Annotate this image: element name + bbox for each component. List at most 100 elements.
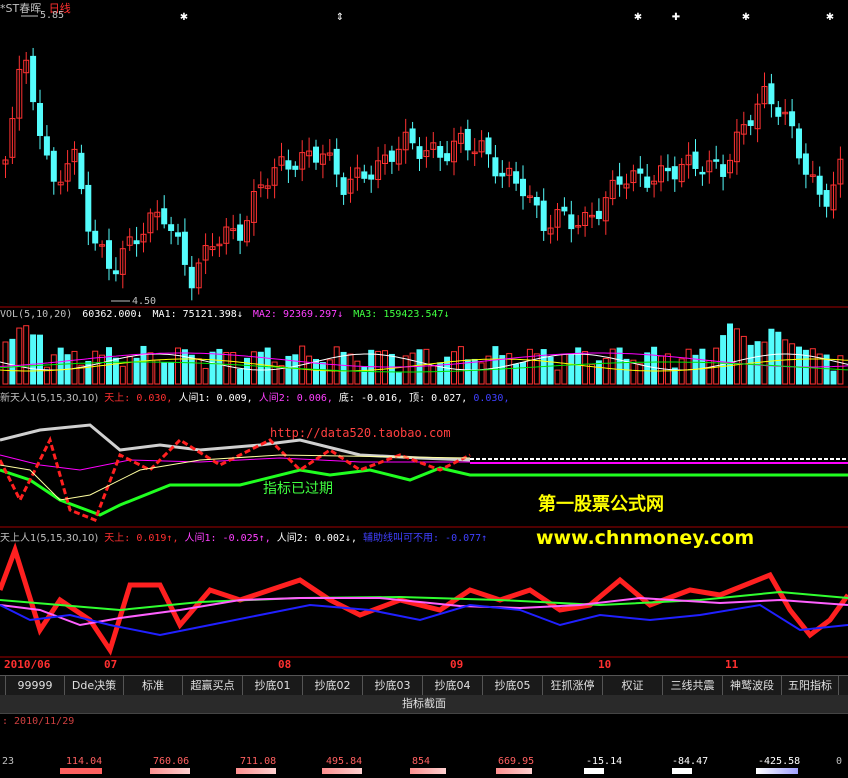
- candle-body: [630, 170, 637, 184]
- candle-body: [692, 151, 699, 169]
- tab-spacer: [0, 676, 6, 695]
- candle-body: [775, 107, 782, 117]
- bottom-value-0: 23: [2, 756, 15, 767]
- volume-bar: [768, 328, 775, 385]
- volume-bar: [106, 347, 112, 385]
- ind1-tianshang: 天上: 0.030,: [104, 393, 173, 404]
- candle-body: [830, 184, 837, 211]
- volume-bar: [9, 338, 16, 385]
- volume-bar: [706, 360, 713, 385]
- volume-bar: [451, 351, 457, 385]
- volume-bar: [623, 358, 630, 385]
- candle-body: [582, 212, 589, 227]
- volume-bar: [230, 351, 237, 385]
- candle-body: [223, 226, 230, 244]
- candle-body: [16, 68, 23, 119]
- candle-body: [326, 152, 333, 156]
- vol-ma1: MA1: 75121.398↓: [152, 309, 243, 320]
- volume-bar: [685, 348, 692, 385]
- candle-body: [561, 206, 568, 212]
- tab-bottom02[interactable]: 抄底02: [303, 676, 363, 695]
- bottom-bar-8: [672, 768, 692, 774]
- volume-ma2-line: [0, 352, 848, 368]
- bottom-value-6: 669.95: [498, 756, 535, 767]
- bottom-bar-4: [322, 768, 362, 774]
- volume-bar: [554, 369, 561, 385]
- indicator-section-bar[interactable]: 指标截面: [0, 695, 848, 714]
- candle-body: [202, 245, 209, 261]
- tab-dde[interactable]: Dde决策: [65, 676, 124, 695]
- volume-bar: [375, 350, 382, 385]
- tab-band[interactable]: 神鹫波段: [723, 676, 782, 695]
- candle-body: [589, 214, 595, 218]
- candle-body: [533, 197, 540, 206]
- volume-bar: [16, 327, 23, 385]
- candle-body: [513, 171, 520, 184]
- candle-body: [499, 172, 506, 177]
- volume-bar: [92, 350, 99, 385]
- candle-body: [540, 200, 547, 231]
- bottom-value-8: -84.47: [672, 756, 709, 767]
- volume-bar: [347, 353, 354, 385]
- candle-body: [526, 195, 533, 198]
- tab-buy-point[interactable]: 超赢买点: [183, 676, 243, 695]
- volume-bar: [499, 355, 506, 385]
- tab-bottom04[interactable]: 抄底04: [423, 676, 483, 695]
- volume-bar: [526, 348, 533, 385]
- volume-bar: [126, 355, 133, 385]
- candle-body: [471, 151, 478, 155]
- candle-body: [754, 103, 761, 130]
- volume-bar: [616, 347, 623, 385]
- candle-body: [478, 140, 485, 153]
- tab-five-yang[interactable]: 五阳指标: [782, 676, 839, 695]
- volume-bar: [119, 365, 126, 385]
- candle-body: [492, 157, 499, 177]
- volume-bar: [671, 367, 678, 385]
- tab-standard[interactable]: 标准: [124, 676, 183, 695]
- candle-body: [175, 232, 181, 237]
- volume-bar: [809, 348, 816, 385]
- volume-bar: [30, 334, 37, 385]
- candle-body: [64, 163, 71, 182]
- candle-body: [161, 208, 168, 225]
- volume-bar: [630, 359, 637, 385]
- volume-bar: [133, 357, 140, 385]
- candle-body: [809, 174, 816, 177]
- volume-bar: [775, 331, 782, 385]
- tab-three-lines[interactable]: 三线共震: [663, 676, 723, 695]
- candle-body: [23, 59, 30, 74]
- tab-limit-up[interactable]: 狂抓涨停: [543, 676, 603, 695]
- volume-bar: [388, 353, 395, 385]
- candle-body: [71, 148, 78, 163]
- low-price-label: 4.50: [132, 296, 157, 307]
- candle-body: [602, 197, 609, 222]
- month-label-2: 08: [278, 658, 292, 671]
- candle-body: [78, 152, 85, 190]
- candle-body: [671, 166, 678, 180]
- volume-bar: [575, 347, 582, 385]
- vol-value: 60362.000↓: [82, 309, 143, 320]
- tab-bottom03[interactable]: 抄底03: [363, 676, 423, 695]
- candle-body: [796, 128, 802, 159]
- volume-bar: [520, 362, 526, 385]
- volume-bar: [181, 349, 188, 385]
- month-label-4: 10: [598, 658, 612, 671]
- indicator1-lines: [0, 423, 848, 522]
- candle-body: [209, 246, 216, 251]
- candle-body: [644, 176, 651, 188]
- stock-name: *ST春晖: [0, 2, 42, 15]
- tab-warrant[interactable]: 权证: [603, 676, 663, 695]
- tab-bottom01[interactable]: 抄底01: [243, 676, 303, 695]
- chart-area[interactable]: ✱ ⇕ ✱ ✚ ✱ ✱: [0, 0, 848, 675]
- cursor-date: : 2010/11/29: [0, 714, 848, 730]
- tab-bottom05[interactable]: 抄底05: [483, 676, 543, 695]
- volume-bar: [278, 365, 285, 385]
- candle-body: [451, 140, 457, 163]
- candle-body: [464, 128, 471, 151]
- volume-bar: [161, 362, 168, 385]
- candle-body: [133, 240, 140, 245]
- volume-bar: [85, 360, 92, 385]
- candle-body: [188, 266, 195, 289]
- tab-99999[interactable]: 99999: [6, 676, 65, 695]
- vol-title: VOL(5,10,20): [0, 309, 73, 320]
